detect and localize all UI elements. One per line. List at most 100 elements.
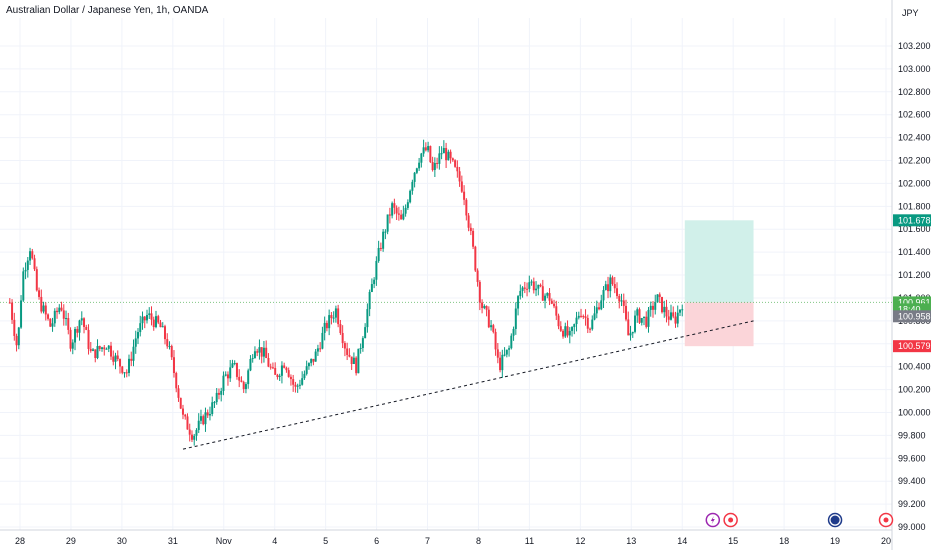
candle-up xyxy=(22,271,25,301)
time-tick-label: 20 xyxy=(881,536,891,546)
candle-up xyxy=(647,309,650,327)
candle-up xyxy=(193,435,196,440)
candle-up xyxy=(357,348,360,374)
candle-down xyxy=(217,392,220,395)
price-tick-label: 102.600 xyxy=(898,110,931,120)
candle-up xyxy=(521,287,524,291)
candle-down xyxy=(449,151,452,159)
candle-up xyxy=(377,247,380,261)
candle-up xyxy=(535,288,538,291)
candle-up xyxy=(433,162,436,171)
candle-down xyxy=(618,296,621,302)
candle-up xyxy=(386,214,389,232)
candle-up xyxy=(78,320,81,333)
candle-up xyxy=(508,348,511,350)
candle-down xyxy=(143,316,146,321)
price-badge-label: 101.678 xyxy=(898,215,931,225)
candle-up xyxy=(490,325,493,328)
candle-down xyxy=(393,203,396,208)
candle-down xyxy=(289,376,292,380)
candle-down xyxy=(287,370,290,377)
candle-down xyxy=(13,319,16,336)
candle-up xyxy=(244,384,247,390)
candle-up xyxy=(620,300,623,302)
candle-down xyxy=(49,318,52,327)
candle-down xyxy=(346,348,349,355)
time-tick-label: 30 xyxy=(117,536,127,546)
candle-up xyxy=(364,327,367,339)
price-tick-label: 103.000 xyxy=(898,64,931,74)
candle-down xyxy=(60,307,63,311)
candle-up xyxy=(128,358,131,373)
price-tick-label: 101.800 xyxy=(898,201,931,211)
candle-down xyxy=(499,357,502,371)
candle-up xyxy=(415,168,418,173)
candle-down xyxy=(460,181,463,192)
candle-up xyxy=(391,203,394,216)
candle-up xyxy=(328,315,331,329)
candle-up xyxy=(136,332,139,339)
candle-up xyxy=(514,308,517,329)
candle-down xyxy=(69,329,72,349)
candle-down xyxy=(8,302,11,304)
chart-title: Australian Dollar / Japanese Yen, 1h, OA… xyxy=(6,5,209,16)
candle-up xyxy=(501,354,504,371)
time-tick-label: 12 xyxy=(575,536,585,546)
candle-down xyxy=(616,288,619,297)
candle-down xyxy=(265,347,268,359)
price-badge-label: 18:40 xyxy=(898,304,921,314)
candle-down xyxy=(98,346,101,349)
candle-down xyxy=(121,366,124,373)
candle-down xyxy=(319,348,322,350)
candle-up xyxy=(132,346,135,361)
candle-up xyxy=(71,342,74,349)
candle-up xyxy=(301,378,304,385)
candle-down xyxy=(330,315,333,319)
candle-down xyxy=(494,331,497,350)
candle-up xyxy=(631,331,634,334)
candle-down xyxy=(348,354,351,357)
lightning-glyph xyxy=(710,516,715,524)
candle-up xyxy=(609,277,612,292)
candle-up xyxy=(422,147,425,154)
price-tick-label: 99.600 xyxy=(898,453,926,463)
candle-down xyxy=(481,302,484,309)
price-tick-label: 103.200 xyxy=(898,41,931,51)
candle-up xyxy=(629,333,632,336)
candle-down xyxy=(613,284,616,289)
candle-down xyxy=(580,315,583,317)
candle-down xyxy=(478,281,481,303)
price-badge xyxy=(893,340,931,353)
candle-down xyxy=(532,281,535,291)
candle-up xyxy=(139,323,142,333)
candle-up xyxy=(233,363,236,365)
candle-down xyxy=(400,214,403,220)
candle-down xyxy=(175,373,178,389)
candle-down xyxy=(467,215,470,228)
candle-up xyxy=(24,269,27,272)
candle-up xyxy=(528,282,531,289)
candle-down xyxy=(445,147,448,161)
candle-down xyxy=(150,313,153,320)
price-badge xyxy=(893,214,931,227)
candle-up xyxy=(678,309,681,313)
candle-up xyxy=(107,345,110,349)
candle-down xyxy=(170,346,173,358)
candle-down xyxy=(116,355,119,360)
candle-up xyxy=(247,370,250,385)
candle-down xyxy=(665,306,668,317)
candle-up xyxy=(546,293,549,296)
candle-down xyxy=(607,284,610,292)
candle-down xyxy=(256,351,259,353)
candle-up xyxy=(505,349,508,355)
candle-down xyxy=(566,326,569,336)
candle-up xyxy=(101,347,104,349)
candle-up xyxy=(96,346,99,358)
currency-label: JPY xyxy=(902,8,919,18)
candle-up xyxy=(649,305,652,310)
price-badge-label: 100.961 xyxy=(898,297,931,307)
candle-up xyxy=(105,348,108,350)
candle-down xyxy=(285,367,288,371)
candle-down xyxy=(589,328,592,330)
